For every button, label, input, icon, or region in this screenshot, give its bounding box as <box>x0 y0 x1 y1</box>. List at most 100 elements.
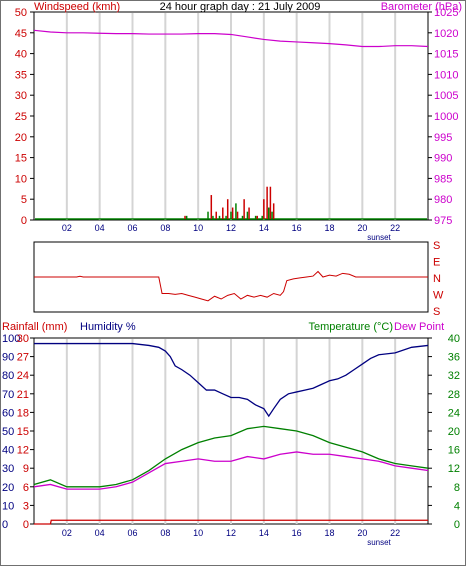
windspeed-tick-label: 35 <box>15 69 27 81</box>
dewpoint-line <box>33 451 429 490</box>
windspeed-tick-label: 20 <box>15 132 27 144</box>
temperature-tick-label: 8 <box>454 482 460 494</box>
temperature-tick-label: 12 <box>448 463 460 475</box>
temperature-tick-label: 0 <box>454 519 460 531</box>
wind-direction-line <box>34 270 428 302</box>
top-x-tick-label: 06 <box>127 223 137 233</box>
barometer-tick-label: 985 <box>434 173 452 185</box>
top-x-tick-label: 08 <box>160 223 170 233</box>
rainfall-tick-label: 18 <box>17 407 29 419</box>
top-x-tick-label: 04 <box>95 223 105 233</box>
temperature-line <box>33 425 429 488</box>
top-x-tick-label: 14 <box>259 223 269 233</box>
humidity-tick-label: 100 <box>2 333 20 345</box>
bottom-right-axis-ticks: 0 4 8 12 16 20 24 28 32 36 40 <box>428 333 460 531</box>
top-x-tick-label: 18 <box>324 223 334 233</box>
windspeed-tick-label: 5 <box>21 194 27 206</box>
temperature-tick-label: 4 <box>454 500 460 512</box>
top-left-axis-ticks: 0 5 10 15 20 25 30 35 40 45 50 <box>15 7 34 227</box>
barometer-tick-label: 975 <box>434 215 452 227</box>
barometer-line <box>33 29 429 48</box>
windspeed-tick-label: 45 <box>15 28 27 40</box>
barometer-tick-label: 1005 <box>434 90 458 102</box>
barometer-axis-label: Barometer (hPa) <box>381 1 462 13</box>
bottom-left-axis-ticks: 0 10 20 30 40 50 60 70 80 90 100 0 3 6 9 12 15 18 21 24 27 30 <box>2 333 34 531</box>
barometer-tick-label: 990 <box>434 153 452 165</box>
temperature-tick-label: 36 <box>448 352 460 364</box>
barometer-tick-label: 995 <box>434 132 452 144</box>
bottom-series <box>33 342 429 525</box>
humidity-tick-label: 80 <box>2 370 14 382</box>
windspeed-tick-label: 25 <box>15 111 27 123</box>
barometer-tick-label: 1000 <box>434 111 458 123</box>
top-grid <box>65 13 397 220</box>
bottom-x-tick-label: 04 <box>95 528 105 538</box>
direction-series <box>34 270 428 302</box>
bottom-grid <box>65 339 397 524</box>
top-x-tick-label: 16 <box>292 223 302 233</box>
bottom-x-tick-label: 10 <box>193 528 203 538</box>
barometer-tick-label: 1020 <box>434 28 458 40</box>
rainfall-tick-label: 3 <box>23 500 29 512</box>
bottom-sunset-label: sunset <box>367 538 391 547</box>
bottom-x-tick-label: 14 <box>259 528 269 538</box>
top-sunset-label: sunset <box>367 233 391 242</box>
top-x-tick-label: 22 <box>390 223 400 233</box>
temperature-tick-label: 16 <box>448 445 460 457</box>
top-x-tick-label: 12 <box>226 223 236 233</box>
rainfall-tick-label: 21 <box>17 389 29 401</box>
top-right-axis-ticks: 975 980 985 990 995 1000 1005 1010 1015 1020 1025 <box>428 7 458 227</box>
bottom-x-tick-label: 16 <box>292 528 302 538</box>
direction-tick-label: S <box>433 240 440 252</box>
windspeed-tick-label: 50 <box>15 7 27 19</box>
humidity-tick-label: 0 <box>2 519 8 531</box>
top-x-tick-label: 02 <box>62 223 72 233</box>
windspeed-tick-label: 15 <box>15 153 27 165</box>
rainfall-tick-label: 30 <box>17 333 29 345</box>
direction-tick-label: W <box>433 290 444 302</box>
rainfall-tick-label: 27 <box>17 352 29 364</box>
top-x-tick-label: 10 <box>193 223 203 233</box>
direction-tick-label: S <box>433 306 440 318</box>
top-series <box>33 29 429 220</box>
temperature-tick-label: 24 <box>448 407 460 419</box>
rainfall-line <box>34 519 428 525</box>
bottom-x-tick-label: 18 <box>324 528 334 538</box>
temperature-axis-label: Temperature (°C) <box>309 321 393 333</box>
rainfall-tick-label: 6 <box>23 482 29 494</box>
humidity-tick-label: 20 <box>2 482 14 494</box>
humidity-axis-label: Humidity % <box>80 321 136 333</box>
barometer-tick-label: 1015 <box>434 49 458 61</box>
bottom-x-tick-label: 08 <box>160 528 170 538</box>
bottom-x-tick-label: 22 <box>390 528 400 538</box>
direction-tick-label: E <box>433 257 440 269</box>
bottom-x-tick-label: 12 <box>226 528 236 538</box>
humidity-tick-label: 50 <box>2 426 14 438</box>
barometer-tick-label: 1010 <box>434 69 458 81</box>
rainfall-tick-label: 9 <box>23 463 29 475</box>
humidity-tick-label: 90 <box>2 352 14 364</box>
windspeed-tick-label: 40 <box>15 49 27 61</box>
temperature-tick-label: 32 <box>448 370 460 382</box>
windspeed-tick-label: 30 <box>15 90 27 102</box>
rainfall-axis-label: Rainfall (mm) <box>2 321 67 333</box>
barometer-tick-label: 1025 <box>434 7 458 19</box>
windspeed-tick-label: 10 <box>15 173 27 185</box>
bottom-x-tick-label: 20 <box>357 528 367 538</box>
humidity-line <box>34 342 429 418</box>
rainfall-tick-label: 12 <box>17 445 29 457</box>
humidity-tick-label: 70 <box>2 389 14 401</box>
rainfall-tick-label: 24 <box>17 370 29 382</box>
top-chart-title: 24 hour graph day : 21 July 2009 <box>160 1 321 13</box>
humidity-tick-label: 60 <box>2 407 14 419</box>
bottom-x-tick-label: 02 <box>62 528 72 538</box>
humidity-tick-label: 30 <box>2 463 14 475</box>
dewpoint-axis-label: Dew Point <box>394 321 444 333</box>
barometer-tick-label: 980 <box>434 194 452 206</box>
top-x-tick-label: 20 <box>357 223 367 233</box>
windspeed-tick-label: 0 <box>21 215 27 227</box>
windspeed-axis-label: Windspeed (kmh) <box>34 1 120 13</box>
rainfall-tick-label: 15 <box>17 426 29 438</box>
